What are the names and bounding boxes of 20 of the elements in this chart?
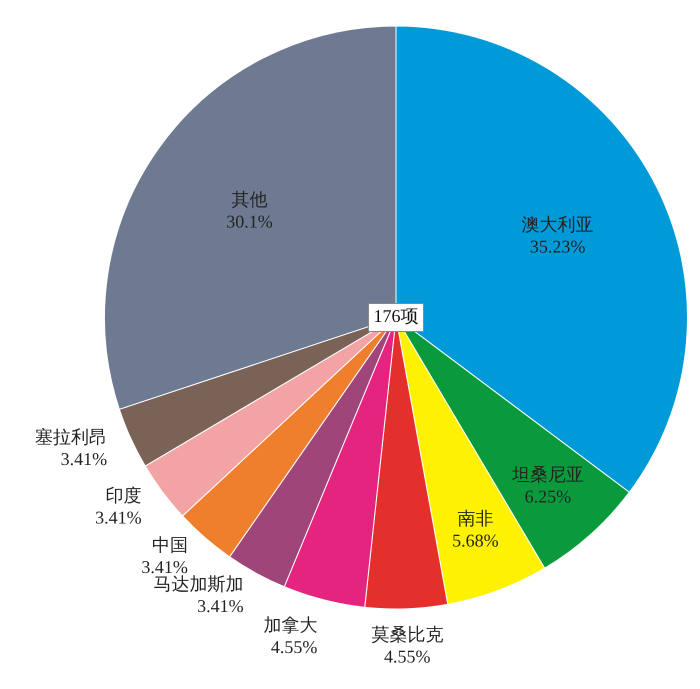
- slice-label: 中国: [152, 535, 188, 556]
- data-label: 6.25%: [524, 486, 572, 506]
- data-label: 30.1%: [226, 211, 273, 232]
- slice-label: 马达加斯加: [154, 574, 244, 594]
- data-label: 3.41%: [95, 507, 142, 528]
- slice-label: 坦桑尼亚: [510, 464, 584, 484]
- data-label: 4.55%: [384, 646, 431, 667]
- text: 176项: [374, 306, 418, 326]
- slice-label: 南非: [457, 508, 494, 528]
- slice-label: 加拿大: [263, 614, 318, 635]
- slice-label: 其他: [231, 189, 268, 210]
- data-label: 5.68%: [452, 530, 499, 550]
- data-label: 35.23%: [530, 236, 586, 256]
- slice-label: 莫桑比克: [371, 624, 444, 645]
- data-label: 3.41%: [197, 596, 244, 616]
- data-label: 4.55%: [270, 636, 318, 657]
- slice-label: 印度: [106, 485, 142, 506]
- slice-label: 塞拉利昂: [35, 426, 108, 447]
- data-label: 3.41%: [60, 448, 108, 469]
- slice-label: 澳大利亚: [522, 214, 594, 234]
